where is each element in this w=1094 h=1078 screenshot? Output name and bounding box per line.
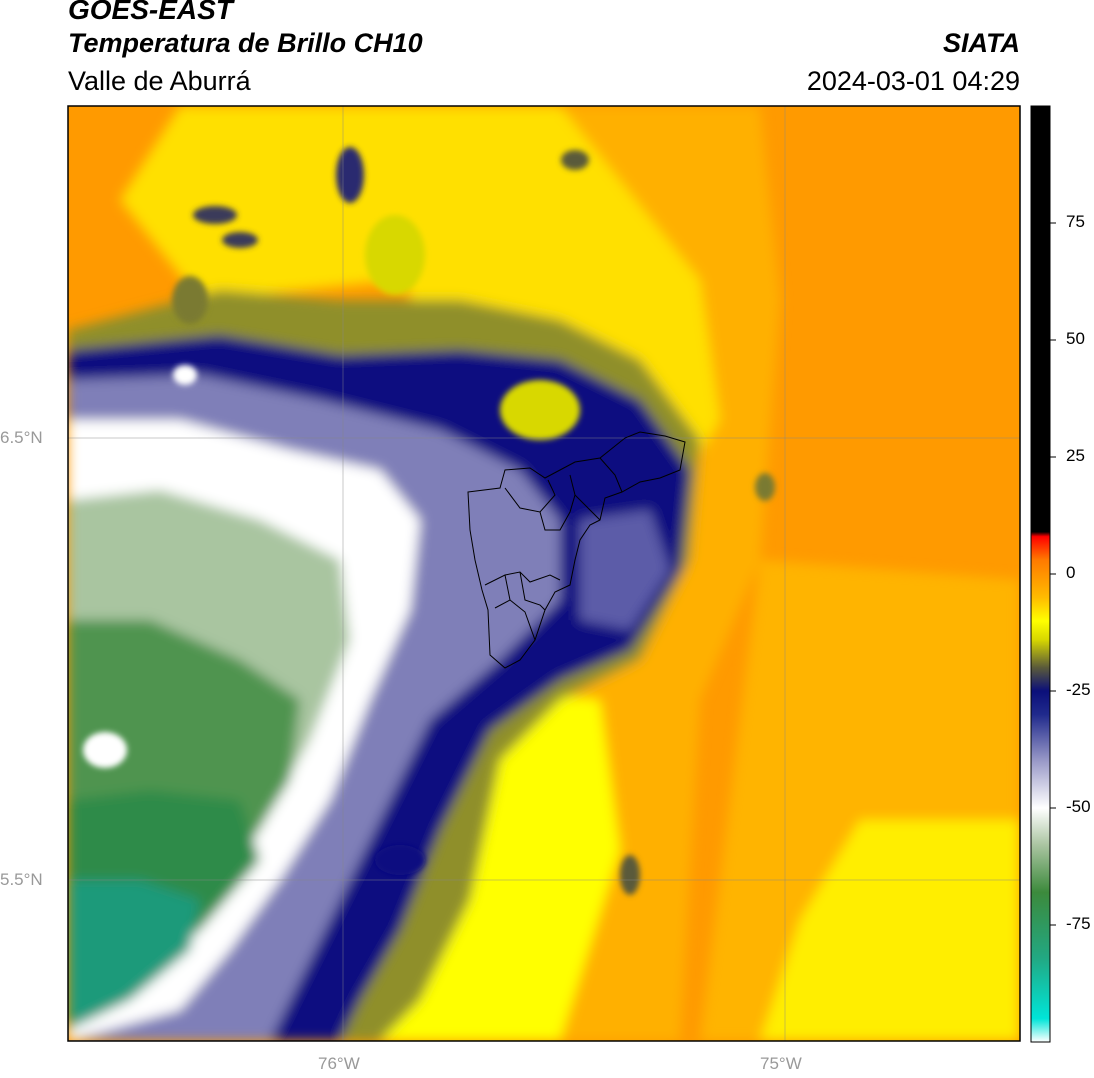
colorbar-tick-label: 75 — [1066, 212, 1085, 231]
lat-label-5-5n: 5.5°N — [0, 870, 43, 889]
colorbar-tick-label: 25 — [1066, 446, 1085, 465]
colorbar-ticks — [1050, 222, 1056, 926]
product-title: Temperatura de Brillo CH10 — [68, 28, 423, 58]
satellite-title: GOES-EAST — [68, 0, 233, 25]
region-subtitle: Valle de Aburrá — [68, 66, 251, 96]
brightness-temperature-field — [68, 106, 1020, 1041]
colorbar-tick-label: 0 — [1066, 563, 1076, 582]
lat-label-6-5n: 6.5°N — [0, 428, 43, 447]
lon-label-76w: 76°W — [318, 1054, 360, 1073]
organization-label: SIATA — [943, 28, 1020, 58]
colorbar — [1030, 105, 1051, 1043]
map-frame — [67, 105, 1021, 1042]
colorbar-tick-label: -75 — [1066, 914, 1091, 933]
valle-de-aburra-boundary — [467, 431, 686, 669]
colorbar-tick-label: 50 — [1066, 329, 1085, 348]
timestamp-label: 2024-03-01 04:29 — [806, 66, 1020, 96]
lon-label-75w: 75°W — [760, 1054, 802, 1073]
colorbar-tick-label: -25 — [1066, 680, 1091, 699]
colorbar-tick-label: -50 — [1066, 797, 1091, 816]
gridlines — [68, 106, 1020, 1041]
